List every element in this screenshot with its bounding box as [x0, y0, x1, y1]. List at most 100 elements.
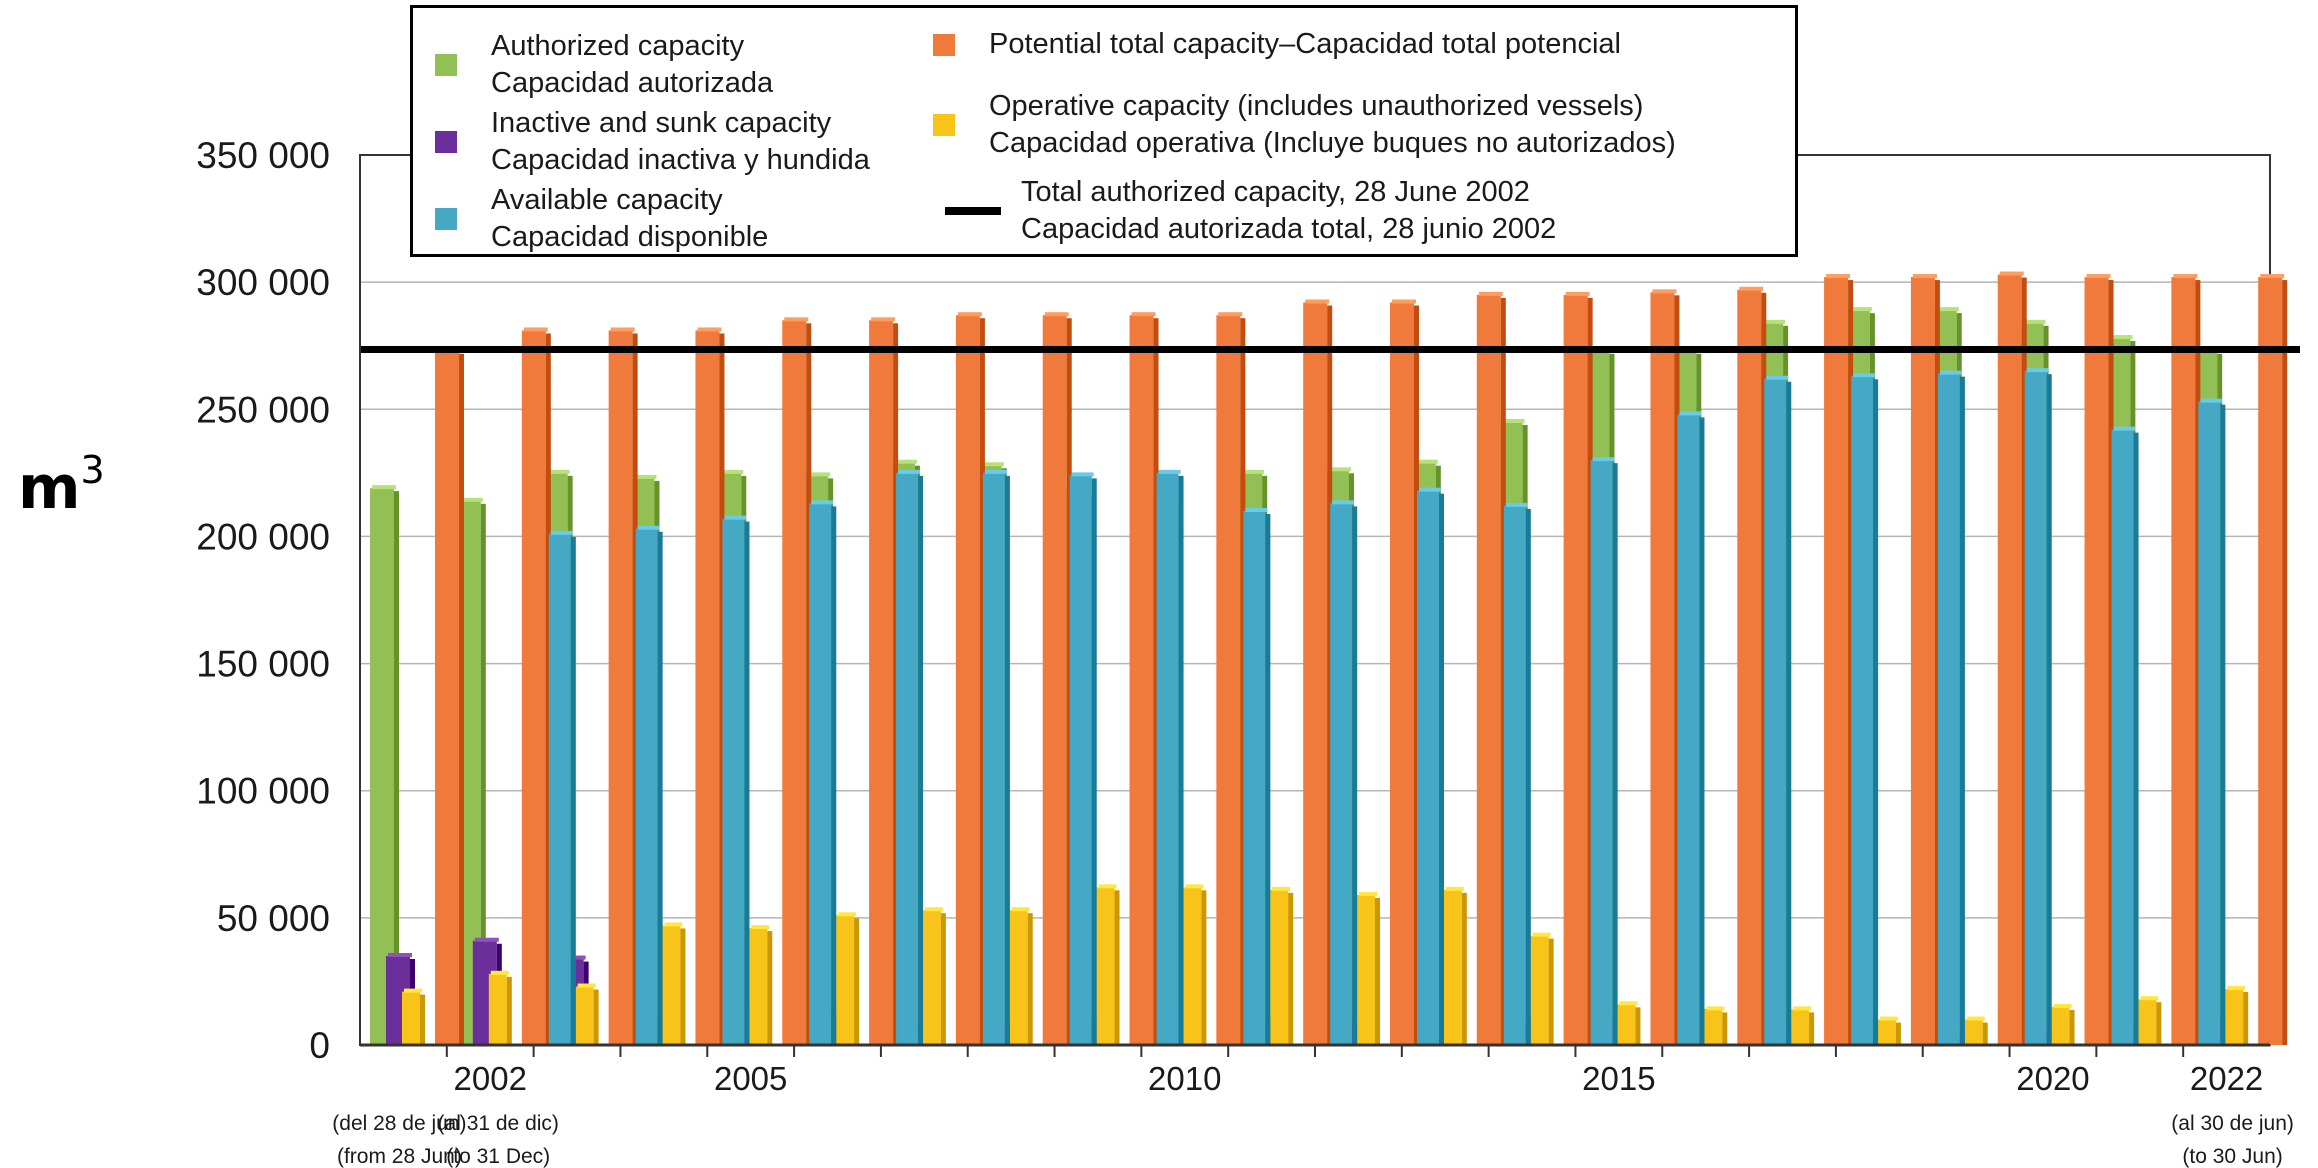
- bar-side: [459, 353, 464, 1045]
- bar-face: [782, 320, 807, 1045]
- bar-operative-capacity-includes-unauthorized-vessels: [1964, 1016, 1988, 1045]
- bar-operative-capacity-includes-unauthorized-vessels: [1443, 886, 1467, 1045]
- bar-top: [2108, 335, 2133, 340]
- bar-side: [1674, 295, 1680, 1045]
- bar-top: [1592, 457, 1615, 462]
- legend-item-available: Available capacity Capacidad disponible: [435, 182, 768, 256]
- bar-top: [1679, 411, 1702, 416]
- bar-operative-capacity-includes-unauthorized-vessels: [662, 922, 686, 1045]
- bar-top: [1413, 459, 1438, 464]
- bar-side: [1699, 417, 1705, 1045]
- bar-face: [1563, 294, 1588, 1045]
- bar-potential-total-capacity: [1997, 271, 2027, 1045]
- bar-top: [1999, 271, 2024, 276]
- bar-top: [979, 462, 1004, 467]
- bar-top: [2260, 274, 2285, 279]
- bar-top: [637, 525, 660, 530]
- legend-swatch-potential: [933, 33, 955, 56]
- bar-side: [545, 333, 551, 1045]
- bar-face: [1704, 1009, 1723, 1045]
- bar-face: [722, 518, 745, 1045]
- bar-top: [2021, 319, 2046, 324]
- bar-face: [1417, 490, 1439, 1046]
- bar-top: [1158, 469, 1181, 474]
- bar-available-capacity: [1590, 457, 1618, 1046]
- bar-face: [1737, 289, 1762, 1045]
- bar-side: [854, 918, 860, 1045]
- bar-operative-capacity-includes-unauthorized-vessels: [836, 912, 860, 1045]
- bar-potential-total-capacity: [1476, 291, 1506, 1045]
- bar-potential-total-capacity: [1390, 299, 1419, 1045]
- bar-face: [922, 910, 941, 1045]
- bar-side: [1959, 376, 1965, 1046]
- bar-top: [550, 530, 573, 535]
- bar-potential-total-capacity: [782, 317, 812, 1045]
- bar-top: [610, 327, 635, 332]
- bar-face: [1443, 889, 1462, 1045]
- legend-label-en: Operative capacity (includes unauthorize…: [989, 90, 1644, 122]
- bar-face: [896, 472, 919, 1045]
- legend-swatch-operative: [933, 114, 955, 136]
- bar-side: [2220, 404, 2226, 1046]
- bar-top: [1478, 291, 1503, 296]
- bar-face: [1997, 274, 2022, 1045]
- bar-top: [577, 983, 596, 988]
- bar-operative-capacity-includes-unauthorized-vessels: [2051, 1003, 2075, 1045]
- y-tick-label: 250 000: [196, 389, 330, 430]
- bar-side: [506, 976, 512, 1045]
- bar-top: [1532, 932, 1551, 937]
- y-tick-label: 150 000: [196, 644, 330, 685]
- bar-top: [1445, 886, 1464, 891]
- bar-side: [1066, 318, 1072, 1045]
- bar-top: [1098, 884, 1117, 889]
- bar-face: [635, 528, 658, 1045]
- bar-top: [2227, 986, 2246, 991]
- bar-face: [1156, 472, 1179, 1045]
- y-tick-label: 0: [309, 1025, 330, 1066]
- bar-top: [724, 515, 747, 520]
- bar-side: [1201, 890, 1207, 1045]
- legend-swatch-authorized: [435, 54, 457, 76]
- bar-top: [1939, 370, 1962, 375]
- bar-top: [2053, 1003, 2072, 1008]
- bar-top: [1011, 907, 1030, 912]
- bar-face: [2024, 371, 2047, 1046]
- bar-side: [1439, 493, 1444, 1046]
- bar-operative-capacity-includes-unauthorized-vessels: [1096, 884, 1120, 1045]
- bar-face: [2171, 277, 2196, 1045]
- bar-potential-total-capacity: [1216, 312, 1246, 1045]
- bar-face: [1503, 505, 1526, 1045]
- bar-face: [2198, 401, 2221, 1046]
- bar-top: [1793, 1006, 1812, 1011]
- bar-operative-capacity-includes-unauthorized-vessels: [1009, 907, 1033, 1045]
- bar-side: [632, 333, 638, 1045]
- legend-item-reference: Total authorized capacity, 28 June 2002 C…: [945, 174, 1556, 248]
- bar-top: [1826, 274, 1851, 279]
- bar-side: [1635, 1007, 1641, 1045]
- bar-top: [838, 912, 857, 917]
- legend-label-es: Capacidad autorizada total, 28 junio 200…: [1021, 213, 1557, 245]
- bar-potential-total-capacity: [695, 327, 725, 1045]
- bar-top: [2086, 274, 2111, 279]
- bar-face: [955, 315, 980, 1045]
- bar-face: [1270, 889, 1289, 1045]
- bar-side: [1114, 890, 1120, 1045]
- bar-side: [1091, 478, 1097, 1045]
- legend-item-authorized: Authorized capacity Capacidad autorizada: [435, 28, 773, 102]
- legend-item-operative: Operative capacity (includes unauthorize…: [933, 88, 1676, 162]
- bar-face: [836, 915, 855, 1045]
- bar-available-capacity: [548, 530, 576, 1045]
- bar-side: [1761, 292, 1767, 1045]
- bar-side: [1873, 379, 1879, 1045]
- bar-potential-total-capacity: [435, 347, 464, 1045]
- bar-potential-total-capacity: [1910, 274, 1940, 1045]
- bar-side: [1934, 280, 1940, 1045]
- bar-side: [1895, 1022, 1901, 1045]
- bar-potential-total-capacity: [955, 312, 985, 1045]
- bar-top: [523, 327, 548, 332]
- bar-top: [545, 469, 570, 474]
- bar-face: [695, 330, 720, 1045]
- bar-authorized-capacity: [370, 485, 399, 1046]
- legend-item-inactive: Inactive and sunk capacity Capacidad inac…: [435, 105, 870, 179]
- bar-top: [871, 317, 896, 322]
